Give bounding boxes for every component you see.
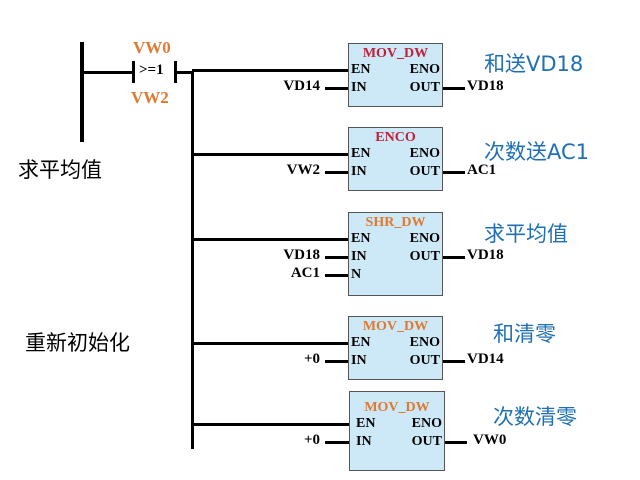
rung-wire [192,238,348,241]
output-wire [443,171,465,174]
input-wire [325,360,348,363]
side-label-average: 求平均值 [18,158,102,182]
output-operand: VD18 [467,247,504,263]
pin-en: EN [351,146,371,161]
pin-n: N [351,267,362,282]
input-operand: VW2 [286,162,320,178]
input-operand: +0 [303,351,320,367]
block-title: SHR_DW [365,215,426,230]
block-comment: 和送VD18 [484,52,584,76]
pin-eno: ENO [409,146,440,161]
pin-in: IN [351,164,367,179]
pin-in: IN [356,434,372,449]
rung-wire [192,153,348,156]
block-title: MOV_DW [362,319,429,334]
contact-top-operand: VW0 [133,38,171,57]
pin-en: EN [356,416,376,431]
input-wire [325,171,348,174]
input-operand: +0 [303,432,320,448]
input-operand: AC1 [290,265,320,281]
pin-out: OUT [409,249,440,264]
output-wire [445,441,467,444]
pin-en: EN [351,62,371,77]
contact-left-bar [132,61,135,83]
contact-right-bar [174,61,177,83]
block-title: MOV_DW [362,46,429,61]
output-operand: VD14 [467,351,504,367]
pin-eno: ENO [411,416,442,431]
pin-eno: ENO [409,231,440,246]
block-comment: 求平均值 [484,222,568,246]
block-comment: 次数送AC1 [484,140,590,164]
input-wire [325,441,349,444]
output-wire [443,360,465,363]
output-operand: VW0 [473,432,507,448]
input-wire [325,256,348,259]
side-label-reinit: 重新初始化 [25,331,130,355]
pin-out: OUT [409,80,440,95]
block-comment: 和清零 [493,322,556,346]
output-wire [443,256,465,259]
output-wire [443,87,465,90]
pin-en: EN [351,231,371,246]
pin-out: OUT [411,434,442,449]
vertical-bus [191,71,194,449]
function-block-mov-dw: MOV_DW EN IN ENO OUT [348,316,443,380]
rung-wire [192,342,348,345]
pin-eno: ENO [409,335,440,350]
function-block-enco: ENCO EN IN ENO OUT [348,127,443,191]
rung-wire [82,71,134,74]
rung-wire [177,71,193,74]
input-wire [325,274,348,277]
rung-wire [192,69,348,72]
left-power-rail [80,42,84,142]
block-title: MOV_DW [364,400,430,415]
block-title: ENCO [375,130,416,145]
pin-en: EN [351,335,371,350]
pin-out: OUT [409,164,440,179]
output-operand: AC1 [467,162,497,178]
function-block-shr-dw: SHR_DW EN IN N ENO OUT [348,212,443,296]
pin-in: IN [351,80,367,95]
contact-bottom-operand: VW2 [131,88,169,107]
output-operand: VD18 [467,78,504,94]
rung-wire [192,423,349,426]
input-operand: VD18 [283,247,320,263]
pin-in: IN [351,249,367,264]
pin-out: OUT [409,353,440,368]
function-block-mov-dw: MOV_DW EN IN ENO OUT [349,391,445,471]
block-comment: 次数清零 [493,405,577,429]
input-operand: VD14 [283,78,320,94]
pin-eno: ENO [409,62,440,77]
contact-operator: >=1 [139,62,164,78]
function-block-mov-dw: MOV_DW EN IN ENO OUT [348,43,443,107]
pin-in: IN [351,353,367,368]
input-wire [325,87,348,90]
